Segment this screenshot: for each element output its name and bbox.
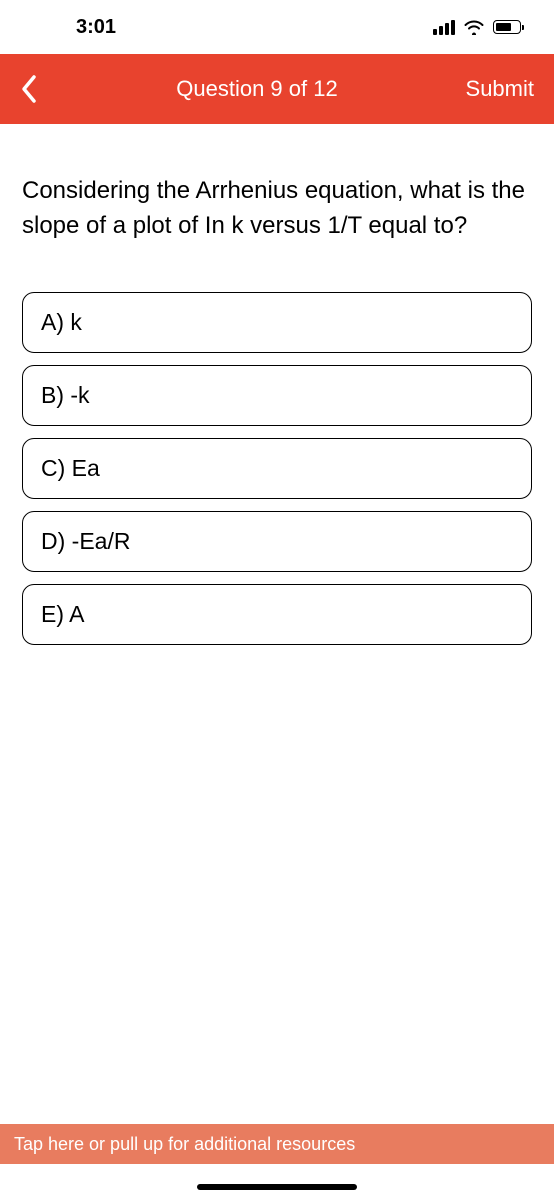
question-content: Considering the Arrhenius equation, what… <box>0 124 554 645</box>
status-indicators <box>433 19 524 35</box>
question-counter: Question 9 of 12 <box>60 76 454 102</box>
back-button[interactable] <box>20 74 60 104</box>
status-time: 3:01 <box>76 16 116 39</box>
answer-option[interactable]: A) k <box>22 292 532 353</box>
answer-option[interactable]: E) A <box>22 584 532 645</box>
battery-icon <box>493 20 524 34</box>
answer-options: A) k B) -k C) Ea D) -Ea/R E) A <box>22 292 532 645</box>
home-indicator[interactable] <box>197 1184 357 1190</box>
submit-button[interactable]: Submit <box>454 76 534 102</box>
wifi-icon <box>463 19 485 35</box>
question-text: Considering the Arrhenius equation, what… <box>22 174 532 244</box>
cellular-signal-icon <box>433 20 455 35</box>
status-bar: 3:01 <box>0 0 554 54</box>
resources-drawer[interactable]: Tap here or pull up for additional resou… <box>0 1124 554 1164</box>
resources-label: Tap here or pull up for additional resou… <box>14 1134 355 1155</box>
answer-option[interactable]: D) -Ea/R <box>22 511 532 572</box>
answer-option[interactable]: C) Ea <box>22 438 532 499</box>
answer-option[interactable]: B) -k <box>22 365 532 426</box>
nav-bar: Question 9 of 12 Submit <box>0 54 554 124</box>
